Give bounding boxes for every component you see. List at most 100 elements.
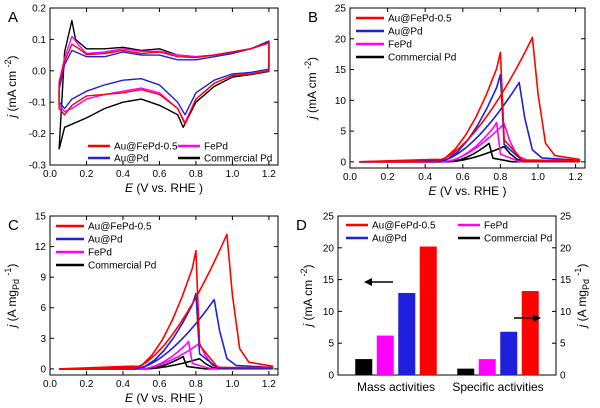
x-axis-label-open: ( <box>436 184 443 198</box>
x-tick-label: 0.4 <box>116 379 130 390</box>
legend-label: Commercial Pd <box>484 234 552 245</box>
y-tick-label: 9 <box>40 273 46 284</box>
x-tick-label: 1.2 <box>262 169 276 180</box>
y-axis-label-sup: -2 <box>303 61 313 69</box>
y-tick-label: -0.1 <box>29 98 47 109</box>
y-tick-label-right: 20 <box>560 243 572 254</box>
y-axis-label: j (A mgPd -1) <box>3 264 21 330</box>
y-axis-label-sup: -2 <box>3 59 13 67</box>
x-axis-label-unit: V vs. RHE <box>140 391 199 405</box>
panel-letter: A <box>8 9 18 26</box>
bar <box>521 291 539 375</box>
legend-label: Au@FePd-0.5 <box>114 142 178 153</box>
y-tick-label-right: 5 <box>560 339 566 350</box>
y-axis-label-close: ) <box>5 55 19 59</box>
legend-label: Au@FePd-0.5 <box>88 222 152 233</box>
x-axis-label: E (V vs. RHE ) <box>125 391 203 405</box>
y-axis-label-right: j (A mgPd -1) <box>573 264 591 330</box>
y-tick-label-right: 15 <box>560 275 572 286</box>
legend-label: Au@Pd <box>88 235 123 246</box>
y-axis-label-right-open: ( <box>575 317 589 324</box>
y-axis-label: j (mA cm -2) <box>3 55 19 119</box>
x-tick-label: 0.0 <box>343 172 357 183</box>
y-tick-label: 10 <box>323 307 335 318</box>
legend-label: Au@Pd <box>388 27 423 38</box>
y-tick-label-right: 10 <box>560 307 572 318</box>
y-tick-label: 25 <box>335 4 347 15</box>
y-tick-label: 5 <box>328 339 334 350</box>
y-tick-label: 3 <box>40 334 46 345</box>
y-axis-label-open: ( <box>301 317 315 324</box>
x-tick-label: 0.6 <box>152 169 166 180</box>
y-tick-label: 0 <box>328 371 334 382</box>
x-tick-label: 1.2 <box>262 379 276 390</box>
x-axis-label-open: ( <box>133 181 140 195</box>
x-axis-label-unit: V vs. RHE <box>140 181 199 195</box>
y-axis-label-unit: A mg <box>5 290 19 317</box>
legend-label: Au@Pd <box>372 234 407 245</box>
y-tick-label: 20 <box>323 243 335 254</box>
y-tick-label: -0.2 <box>29 129 47 140</box>
y-axis-label-right-unit: A mg <box>575 290 589 317</box>
y-axis-label-close: ) <box>301 264 315 268</box>
y-tick-label: 0.2 <box>32 4 46 15</box>
x-tick-label: 0.0 <box>43 169 57 180</box>
y-axis-label-open: ( <box>5 317 19 324</box>
legend-label: Au@Pd <box>114 154 149 165</box>
y-tick-label: 20 <box>335 34 347 45</box>
y-axis-label-right-close: ) <box>575 264 589 268</box>
bar <box>355 359 373 375</box>
plot-frame <box>337 215 557 376</box>
y-axis-label: j (mA cm -2) <box>299 264 315 328</box>
y-tick-label: 0 <box>40 364 46 375</box>
y-axis-label: j (mA cm -2) <box>303 57 319 121</box>
y-axis-label-unit: mA cm <box>305 69 319 109</box>
x-tick-label: 0.2 <box>381 172 395 183</box>
y-tick-label-right: 0 <box>560 371 566 382</box>
mor-curve <box>359 142 581 163</box>
y-axis-label-right-sup: -1 <box>573 268 583 276</box>
x-axis-label-symbol: E <box>125 391 134 405</box>
category-label: Specific activities <box>452 380 543 394</box>
right-arrow-head <box>533 314 541 322</box>
x-tick-label: 1.0 <box>225 169 239 180</box>
cv-curve <box>58 41 270 125</box>
y-axis-label-sup: -1 <box>3 268 13 276</box>
bar <box>500 331 518 375</box>
mor-curve <box>359 121 581 163</box>
y-tick-label-right: 25 <box>560 212 572 223</box>
plot-frame <box>49 215 279 376</box>
x-axis-label: E (V vs. RHE ) <box>428 184 506 198</box>
y-tick-label: 0 <box>340 157 346 168</box>
x-axis-label-close: ) <box>199 391 203 405</box>
cv-curve <box>58 19 270 150</box>
x-tick-label: 0.8 <box>189 169 203 180</box>
x-axis-label-open: ( <box>133 391 140 405</box>
x-tick-label: 0.8 <box>493 172 507 183</box>
plot-frame <box>49 7 279 166</box>
legend-label: Commercial Pd <box>88 261 156 272</box>
x-tick-label: 0.6 <box>456 172 470 183</box>
x-tick-label: 1.0 <box>531 172 545 183</box>
mor-curve <box>59 355 274 370</box>
y-axis-label-open: ( <box>5 108 19 115</box>
legend-label: FePd <box>484 221 508 232</box>
x-tick-label: 1.0 <box>225 379 239 390</box>
y-axis-label-close: ) <box>5 264 19 268</box>
y-tick-label: 15 <box>323 275 335 286</box>
mor-curve <box>359 36 581 163</box>
x-axis-label-close: ) <box>199 181 203 195</box>
y-axis-label-sub: Pd <box>11 279 21 290</box>
y-tick-label: 6 <box>40 303 46 314</box>
y-axis-label-right-symbol: j <box>575 324 589 329</box>
x-tick-label: 0.0 <box>43 379 57 390</box>
x-tick-label: 0.2 <box>80 169 94 180</box>
y-axis-label-symbol: j <box>5 324 19 329</box>
y-axis-label-unit: mA cm <box>301 276 315 316</box>
y-axis-label-symbol: j <box>301 324 315 329</box>
